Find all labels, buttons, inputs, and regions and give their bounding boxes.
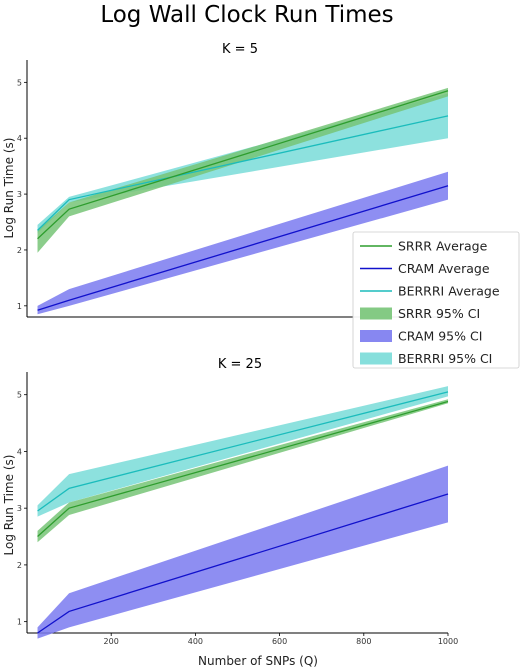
top-srrr-average-line (37, 90, 449, 240)
bottom-xtick-label: 400 (188, 637, 203, 646)
legend-label: CRAM 95% CI (398, 329, 482, 344)
bottom-xtick-label: 600 (272, 637, 287, 646)
panel-top-title: K = 5 (222, 42, 258, 57)
legend: SRRR Average CRAM Average BERRRI Average SR… (352, 231, 520, 369)
legend-label: CRAM Average (398, 261, 490, 276)
bottom-ytick-label: 4 (17, 447, 22, 456)
bottom-berrri-ci-band (37, 386, 449, 517)
bottom-ytick-label: 1 (17, 618, 22, 627)
top-ytick-label: 4 (17, 134, 22, 143)
legend-swatch-berrri-band (360, 352, 392, 365)
legend-swatch-srrr-band (360, 307, 392, 320)
bottom-xtick-label: 1000 (438, 637, 458, 646)
top-ytick-label: 3 (17, 190, 22, 199)
bottom-cram-ci-band (37, 465, 449, 639)
bottom-ytick-label: 3 (17, 504, 22, 513)
bottom-berrri-average-line (37, 391, 449, 512)
bottom-srrr-average-line (37, 400, 449, 538)
panel-bottom-xlabel: Number of SNPs (Q) (198, 654, 318, 668)
panel-top-ylabel: Log Run Time (s) (2, 138, 16, 239)
legend-box (352, 231, 520, 369)
top-ytick-label: 5 (17, 78, 22, 87)
top-berrri-average-line (37, 115, 449, 231)
legend-label: SRRR 95% CI (398, 306, 480, 321)
panel-bottom-ylabel: Log Run Time (s) (2, 455, 16, 556)
panel-bottom-title: K = 25 (218, 357, 262, 372)
legend-label: BERRRI 95% CI (398, 351, 492, 366)
bottom-xtick-label: 800 (356, 637, 371, 646)
bottom-ytick-label: 2 (17, 561, 22, 570)
bottom-cram-average-line (37, 493, 449, 634)
panel-bottom-plot: 1 2 3 4 5 200 400 600 800 1000 (17, 372, 458, 646)
legend-swatch-cram-band (360, 330, 392, 342)
top-ytick-label: 2 (17, 246, 22, 255)
panel-top-plot: 1 2 3 4 5 (17, 60, 449, 318)
figure-title: Log Wall Clock Run Times (100, 2, 393, 28)
top-cram-average-line (37, 185, 449, 311)
bottom-ytick-label: 5 (17, 391, 22, 400)
top-ytick-label: 1 (17, 302, 22, 311)
legend-label: BERRRI Average (398, 284, 500, 299)
top-srrr-ci-band (37, 87, 449, 253)
legend-label: SRRR Average (398, 239, 488, 254)
bottom-xtick-label: 200 (104, 637, 119, 646)
